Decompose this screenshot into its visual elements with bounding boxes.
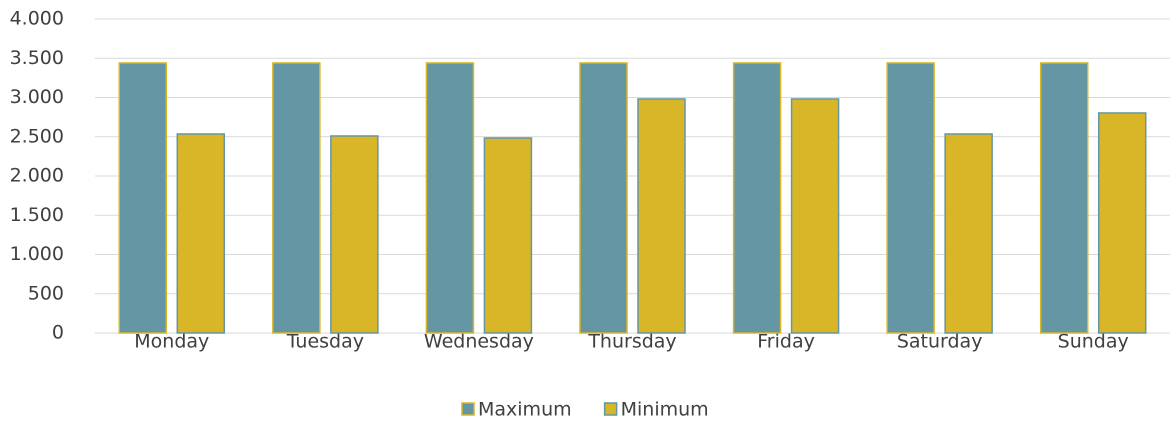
y-tick-label: 4.000 [10,8,64,30]
bar [1097,112,1147,334]
x-tick-label: Saturday [897,331,983,353]
bar [1039,62,1089,334]
legend-swatch [461,402,475,416]
x-tick-label: Monday [134,331,209,353]
bar [425,62,475,334]
legend-swatch [603,402,618,416]
legend-label: Maximum [478,399,572,421]
y-tick-label: 3.000 [10,86,64,108]
y-tick-label: 1.000 [10,243,64,265]
bar [732,62,782,334]
y-tick-label: 500 [28,282,64,304]
x-tick-label: Sunday [1058,331,1129,353]
legend-label: Minimum [621,399,709,421]
x-tick-label: Thursday [587,331,676,353]
bar [176,133,226,334]
bar [118,62,168,334]
bar [483,137,533,334]
y-tick-label: 1.500 [10,204,64,226]
bar [330,135,379,334]
x-tick-label: Friday [757,331,815,353]
y-tick-label: 2.500 [10,125,64,147]
bar [886,62,935,334]
y-tick-label: 0 [52,322,64,344]
bar [790,98,840,334]
bar [944,133,993,334]
y-tick-label: 3.500 [10,47,64,69]
y-tick-label: 2.000 [10,165,64,187]
x-tick-label: Tuesday [286,331,364,353]
bar [637,98,686,334]
x-tick-label: Wednesday [424,331,534,353]
bar [579,62,628,334]
bar [272,62,321,334]
